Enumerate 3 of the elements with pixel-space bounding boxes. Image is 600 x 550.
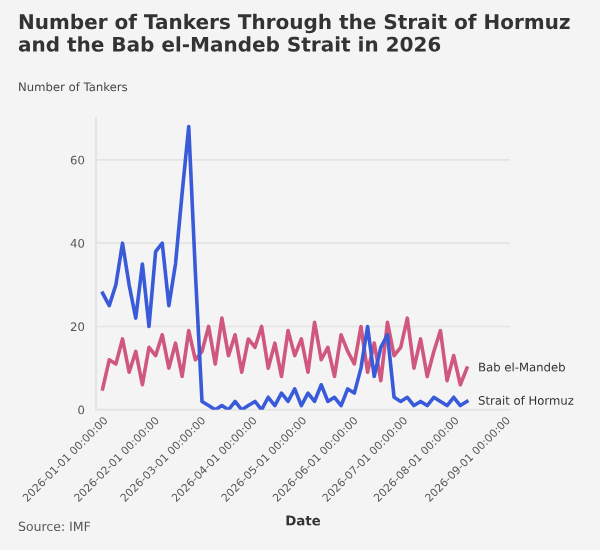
line-series (100, 124, 469, 410)
line-series (100, 316, 469, 391)
chart-title: Number of Tankers Through the Strait of Hormuz and the Bab el-Mandeb Strait in 2026 (18, 13, 570, 52)
